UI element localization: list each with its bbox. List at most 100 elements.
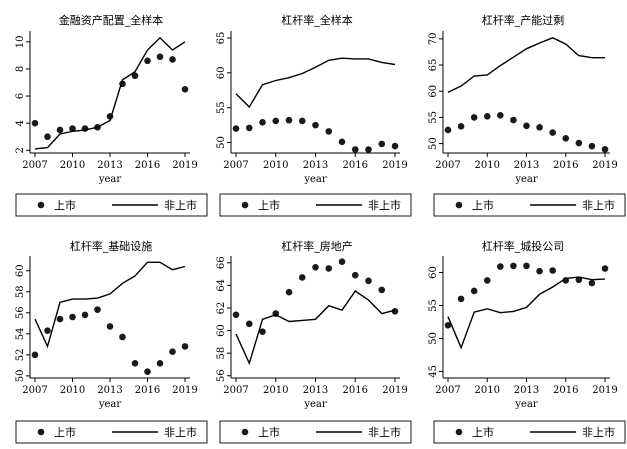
panel-3-series-listed-point bbox=[470, 114, 478, 121]
panel-6-series-listed-point bbox=[549, 267, 556, 274]
panel-6-xlabel: year bbox=[514, 399, 538, 410]
panel-3-legend bbox=[433, 193, 626, 217]
panel-3-ytick-label: 55 bbox=[428, 111, 439, 124]
panel-3-xlabel: year bbox=[514, 174, 538, 185]
panel-2-series-listed-point bbox=[378, 140, 386, 148]
panel-6-series-listed-point bbox=[601, 265, 609, 272]
panel-2-ytick-label: 50 bbox=[216, 136, 227, 149]
panel-4-series-listed-point bbox=[181, 343, 189, 350]
panel-4-series-listed-point bbox=[81, 311, 89, 319]
panel-5-legend bbox=[219, 420, 412, 444]
panel-2-legend-unlisted-label: 非上市 bbox=[368, 198, 401, 212]
panel-4-ytick-label: 58 bbox=[15, 285, 26, 298]
panel-3-xtick-label: 2007 bbox=[435, 160, 460, 171]
panel-6-series-listed-point bbox=[444, 321, 452, 329]
panel-2-series-listed-point bbox=[312, 121, 319, 129]
panel-3-series-listed-point bbox=[444, 126, 452, 134]
panel-1-xlabel: year bbox=[98, 174, 122, 185]
panel-2-series-listed-point bbox=[245, 124, 253, 132]
panel-3-series-unlisted-line bbox=[447, 37, 605, 93]
panel-2-series-unlisted-line bbox=[235, 57, 396, 109]
panel-4-series-listed-point bbox=[144, 368, 151, 375]
panel-5-ytick-label: 66 bbox=[216, 256, 227, 269]
panel-4-xtick-label: 2007 bbox=[22, 385, 47, 396]
panel-3-xtick-label: 2013 bbox=[514, 160, 539, 171]
panel-1-series-unlisted-line bbox=[34, 36, 186, 150]
panel-4-legend-unlisted-label: 非上市 bbox=[164, 425, 197, 439]
panel-2-ytick-label: 65 bbox=[216, 32, 227, 45]
panel-2-xtick-label: 2010 bbox=[263, 160, 288, 171]
panel-3-legend-listed-label: 上市 bbox=[472, 198, 494, 212]
panel-3-legend-unlisted-label: 非上市 bbox=[582, 198, 615, 212]
panel-5-series-listed-point bbox=[365, 277, 372, 285]
panel-4-xtick-label: 2010 bbox=[60, 385, 85, 396]
panel-4-series-listed-point bbox=[169, 348, 176, 356]
panel-4-series-listed-point bbox=[69, 313, 76, 321]
panel-2-ytick-label: 60 bbox=[216, 66, 227, 79]
panel-5-ytick-label: 58 bbox=[216, 347, 227, 360]
panel-1-series-listed-point bbox=[44, 133, 51, 141]
panel-2-title: 杠杆率_全样本 bbox=[281, 13, 353, 27]
panel-5-ytick-label: 62 bbox=[216, 302, 227, 315]
panel-1-legend-listed-marker bbox=[37, 201, 45, 209]
panel-1-series-listed-point bbox=[181, 85, 189, 93]
panel-3-series-listed-point bbox=[483, 113, 491, 120]
panel-6-ytick-label: 50 bbox=[428, 332, 439, 345]
panel-6-series-listed-point bbox=[457, 295, 465, 303]
panel-2-xlabel: year bbox=[303, 174, 327, 185]
panel-5-series-listed-point bbox=[351, 271, 359, 279]
panel-3-xtick-label: 2019 bbox=[592, 160, 617, 171]
panel-6-legend-listed-marker bbox=[455, 428, 463, 436]
panel-2-series-listed-point bbox=[285, 116, 293, 124]
panel-3-series-listed-point bbox=[510, 116, 517, 124]
panel-1-series-listed-point bbox=[69, 125, 76, 132]
panel-1-legend-listed-label: 上市 bbox=[54, 198, 76, 212]
panel-5-xtick-label: 2010 bbox=[263, 385, 288, 396]
panel-4-legend-listed-label: 上市 bbox=[54, 425, 76, 439]
panel-3-xtick-label: 2016 bbox=[553, 160, 578, 171]
panel-2-series-listed-point bbox=[391, 142, 399, 150]
panel-4-xtick-label: 2013 bbox=[97, 385, 122, 396]
panel-4-legend-listed-marker bbox=[37, 428, 45, 436]
panel-3-series-listed-point bbox=[549, 129, 556, 136]
panel-5-series-listed-point bbox=[391, 308, 399, 315]
panel-6-series-listed-point bbox=[510, 262, 517, 270]
panel-1-ytick-label: 4 bbox=[15, 120, 26, 126]
panel-1-ytick-label: 8 bbox=[15, 66, 26, 72]
panel-2-series-listed-point bbox=[298, 117, 306, 125]
panel-3-series-listed-point bbox=[588, 142, 596, 150]
panel-2-series-listed-point bbox=[272, 117, 280, 125]
panel-4-series-listed-point bbox=[44, 327, 51, 334]
panel-4-ytick-label: 54 bbox=[15, 327, 26, 340]
panel-4-ytick-label: 60 bbox=[15, 264, 26, 277]
panel-1-xtick-label: 2013 bbox=[97, 160, 122, 171]
panel-4-series-listed-point bbox=[156, 359, 164, 367]
panel-6-legend-unlisted-label: 非上市 bbox=[582, 425, 615, 439]
panel-4-title: 杠杆率_基础设施 bbox=[70, 239, 153, 253]
panel-6-legend bbox=[433, 420, 626, 444]
panel-2-xtick-label: 2016 bbox=[343, 160, 368, 171]
panel-4-series-listed-point bbox=[56, 315, 64, 323]
panel-3-series-listed-point bbox=[575, 139, 583, 147]
panel-5-series-listed-point bbox=[298, 274, 306, 281]
panel-5-ytick-label: 64 bbox=[216, 279, 227, 292]
panel-4-series-listed-point bbox=[119, 333, 126, 341]
panel-1-series-listed-point bbox=[31, 119, 39, 127]
panel-6-ytick-label: 45 bbox=[428, 365, 439, 378]
panel-5-xtick-label: 2019 bbox=[382, 385, 407, 396]
panel-6-series-unlisted-line bbox=[447, 276, 606, 350]
panel-6-series-listed-point bbox=[470, 287, 478, 295]
panel-6-series-listed-point bbox=[523, 262, 530, 270]
panel-1-series-listed-point bbox=[56, 126, 64, 134]
panel-6-legend-listed-label: 上市 bbox=[472, 425, 494, 439]
panel-4-xlabel: year bbox=[98, 399, 122, 410]
panel-4-ytick-label: 52 bbox=[15, 348, 26, 361]
panel-5-series-listed-point bbox=[378, 286, 386, 294]
panel-6-xtick-label: 2010 bbox=[475, 385, 500, 396]
panel-1-legend bbox=[15, 193, 208, 217]
panel-3-series-listed-point bbox=[536, 124, 543, 131]
panel-2-series-listed-point bbox=[232, 125, 240, 132]
panel-2-xtick-label: 2019 bbox=[382, 160, 407, 171]
panel-5-series-listed-point bbox=[312, 263, 319, 271]
panel-5-xtick-label: 2007 bbox=[223, 385, 248, 396]
